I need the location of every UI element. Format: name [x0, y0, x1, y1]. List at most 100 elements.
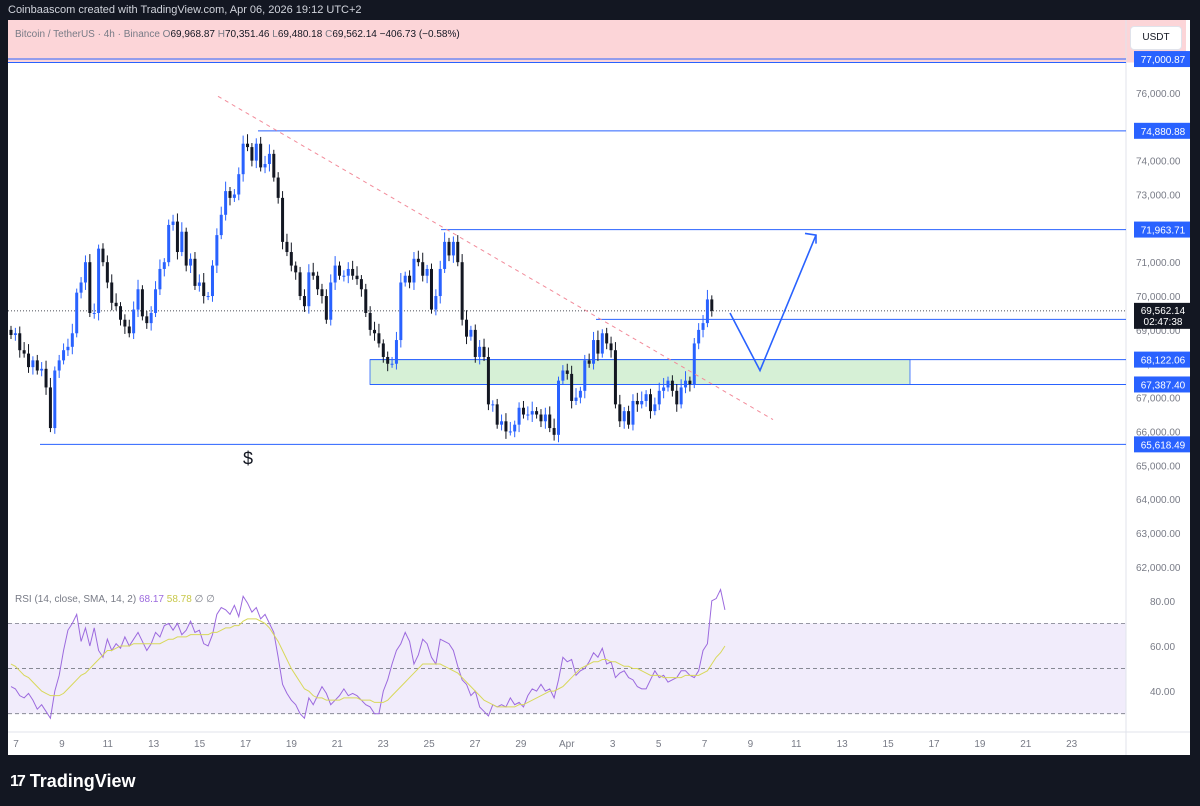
high-value: 70,351.46: [224, 29, 270, 40]
candle-body: [670, 380, 674, 391]
candle-body: [202, 282, 206, 297]
candle-body: [272, 153, 276, 178]
candle-body: [403, 275, 407, 283]
candle-body: [132, 309, 136, 334]
candle-body: [627, 411, 631, 425]
candle-body: [570, 373, 574, 401]
candle-body: [662, 387, 666, 391]
candle-body: [27, 353, 31, 368]
candle-body: [254, 143, 258, 161]
price-tick-label: 62,000.00: [1136, 563, 1181, 574]
candle-body: [127, 326, 131, 334]
price-tick-label: 76,000.00: [1136, 89, 1181, 100]
candle-body: [75, 292, 79, 334]
candle-body: [425, 268, 429, 276]
candle-body: [465, 319, 469, 337]
candle-body: [119, 306, 122, 320]
candle-body: [215, 235, 219, 266]
rsi-sma-value: 58.78: [166, 594, 192, 605]
candle-body: [504, 421, 508, 432]
change-value: −406.73 (−0.58%): [379, 29, 460, 40]
candle-body: [583, 360, 587, 391]
candle-body: [136, 289, 140, 310]
candle-body: [592, 340, 596, 364]
candle-body: [70, 333, 74, 347]
rsi-tick-label: 80.00: [1150, 597, 1175, 608]
time-tick-label: 21: [332, 739, 344, 750]
candle-body: [657, 390, 661, 405]
rsi-legend: RSI (14, close, SMA, 14, 2) 68.17 58.78 …: [15, 594, 215, 605]
candle-body: [552, 428, 556, 435]
candle-body: [495, 404, 499, 425]
candle-body: [408, 275, 412, 283]
candle-body: [513, 424, 517, 432]
projection-arrowhead: [804, 232, 817, 244]
candle-body: [644, 394, 648, 401]
candle-body: [219, 214, 223, 236]
time-tick-label: 23: [1066, 739, 1078, 750]
candle-body: [329, 282, 333, 320]
time-tick-label: 15: [194, 739, 206, 750]
chart-area[interactable]: 62,000.00 63,000.00 64,000.00 65,000.00 66,0…: [8, 20, 1190, 755]
candle-body: [535, 411, 539, 415]
liquidity-marker: $: [243, 448, 253, 468]
candle-body: [184, 231, 188, 266]
candle-body: [140, 289, 144, 317]
rsi-tick-label: 60.00: [1150, 642, 1175, 653]
tradingview-logo-icon: 17: [10, 772, 26, 790]
currency-button[interactable]: USDT: [1130, 26, 1182, 50]
candle-body: [316, 275, 320, 290]
snapshot-caption: Coinbaascom created with TradingView.com…: [8, 4, 362, 16]
candle-body: [587, 360, 591, 364]
price-tick-label: 74,000.00: [1136, 157, 1181, 168]
rsi-line: [10, 587, 726, 720]
candle-body: [162, 262, 166, 269]
price-chart-svg[interactable]: 62,000.00 63,000.00 64,000.00 65,000.00 66,0…: [8, 20, 1190, 755]
candle-body: [648, 394, 652, 412]
candle-body: [246, 143, 250, 148]
candle-body: [35, 360, 39, 371]
time-tick-label: 9: [748, 739, 754, 750]
candle-body: [565, 370, 569, 374]
candle-body: [697, 329, 701, 344]
candle-body: [517, 407, 521, 425]
candle-body: [478, 346, 482, 357]
candle-body: [386, 356, 390, 364]
symbol-legend: Bitcoin / TetherUS · 4h · Binance O69,96…: [15, 29, 460, 40]
tradingview-brand: 17 TradingView: [10, 771, 136, 792]
candle-body: [684, 380, 688, 388]
candle-body: [324, 296, 328, 320]
candle-body: [609, 343, 613, 351]
projection-path: [729, 234, 817, 373]
candle-body: [364, 289, 368, 313]
candle-body: [355, 275, 359, 280]
candle-body: [285, 241, 289, 253]
time-tick-label: 17: [928, 739, 940, 750]
candle-body: [346, 268, 350, 276]
candle-body: [206, 296, 210, 298]
candle-body: [158, 268, 162, 290]
rsi-extra: ∅ ∅: [194, 594, 215, 605]
candle-body: [486, 356, 490, 405]
candle-body: [548, 414, 552, 429]
candle-body: [521, 407, 525, 415]
price-level-label: 68,122.06: [1141, 356, 1186, 367]
candle-body: [710, 299, 714, 311]
candle-body: [66, 346, 70, 351]
candle-body: [705, 299, 709, 324]
low-value: 69,480.18: [277, 29, 323, 40]
candle-body: [338, 265, 341, 276]
candle-body: [289, 252, 293, 266]
price-tick-label: 70,000.00: [1136, 292, 1181, 303]
time-tick-label: 25: [424, 739, 436, 750]
candle-body: [79, 282, 83, 293]
time-tick-label: 17: [240, 739, 252, 750]
rsi-sma-line: [10, 618, 726, 708]
candle-body: [307, 272, 311, 307]
candle-body: [189, 258, 193, 266]
candle-body: [175, 221, 179, 253]
current-price-tag: [1134, 302, 1190, 329]
candle-body: [31, 360, 35, 368]
candle-body: [373, 329, 377, 334]
